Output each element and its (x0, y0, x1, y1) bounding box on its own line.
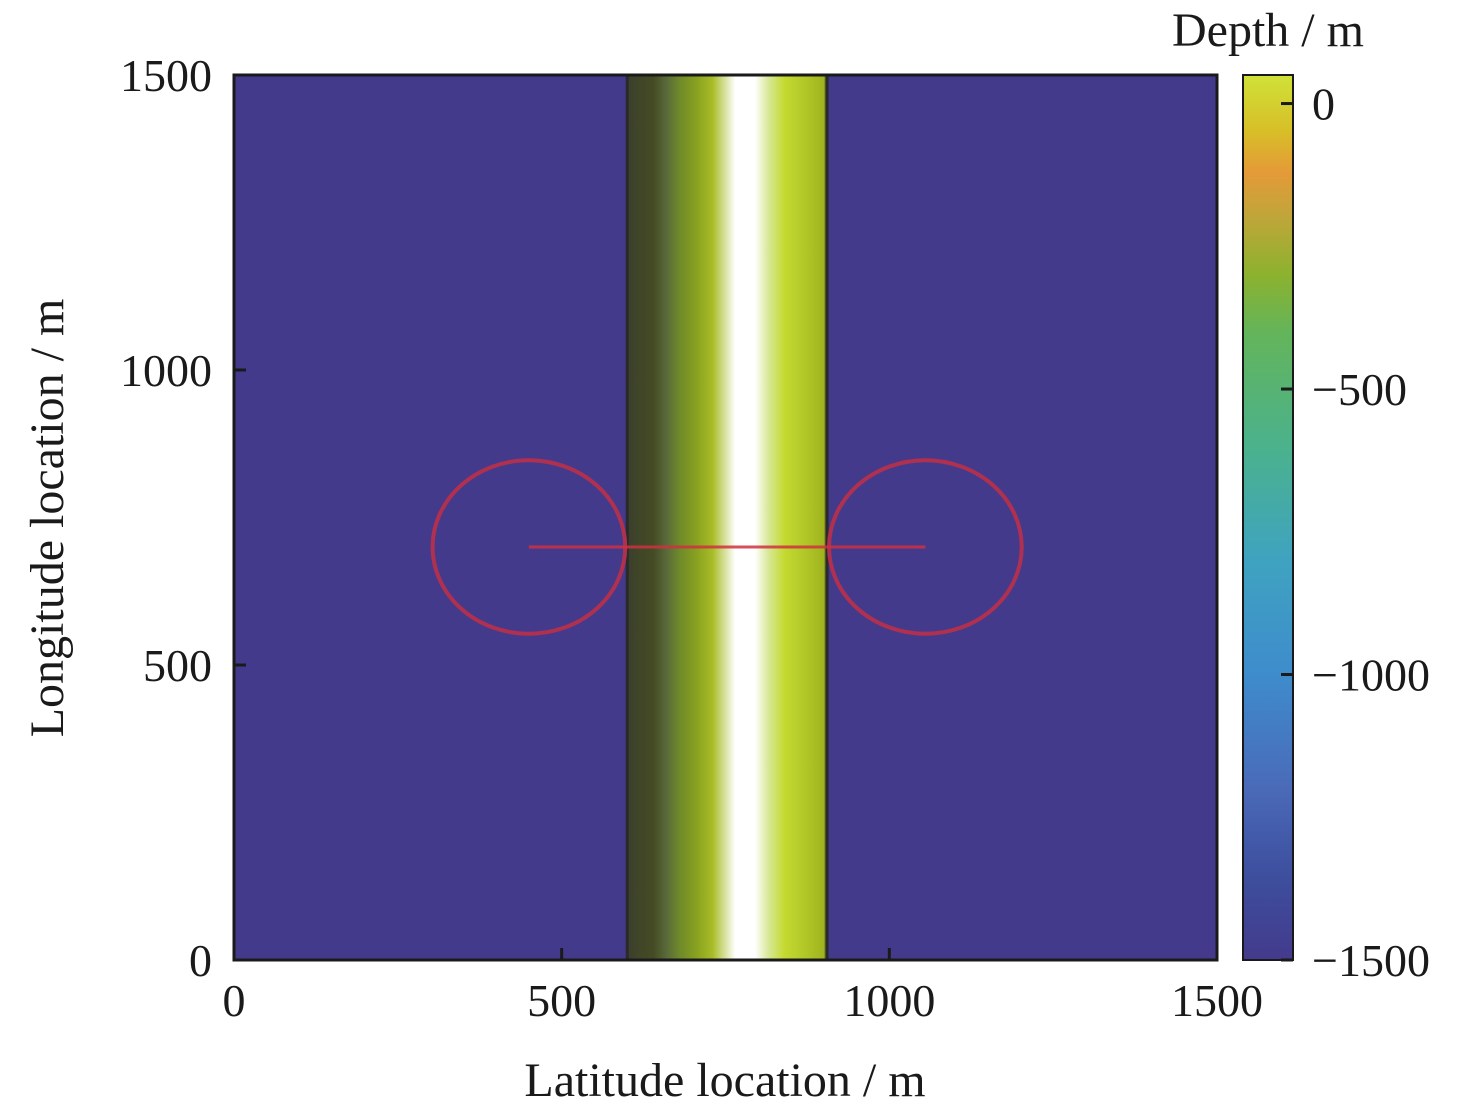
colorbar-tick-label: −1500 (1312, 935, 1430, 986)
colorbar-tick-label: −500 (1312, 364, 1407, 415)
colorbar: 0 −500 −1000 −1500 Depth / m (1172, 4, 1430, 986)
y-tick-label: 500 (143, 640, 212, 691)
x-tick-label: 500 (527, 975, 596, 1026)
colorbar-tick-label: −1000 (1312, 650, 1430, 701)
plot-area (232, 73, 1219, 962)
colorbar-label: Depth / m (1172, 4, 1364, 57)
x-tick-label: 1500 (1171, 975, 1263, 1026)
trench-band (627, 75, 828, 960)
x-axis: 0 500 1000 1500 (223, 948, 1263, 1026)
plot-frame (232, 73, 1219, 962)
y-tick-label: 1500 (120, 50, 212, 101)
y-axis-label: Longitude location / m (21, 299, 74, 738)
x-axis-label: Latitude location / m (524, 1054, 925, 1107)
y-tick-label: 1000 (120, 345, 212, 396)
y-axis: 0 500 1000 1500 (120, 50, 246, 986)
x-tick-label: 0 (223, 975, 246, 1026)
overlay-layer (430, 458, 1024, 636)
x-tick-label: 1000 (843, 975, 935, 1026)
colorbar-scale (1242, 74, 1294, 961)
colorbar-tick-label: 0 (1312, 79, 1335, 130)
colorbar-ticks: 0 −500 −1000 −1500 (1281, 79, 1430, 986)
y-tick-label: 0 (189, 935, 212, 986)
